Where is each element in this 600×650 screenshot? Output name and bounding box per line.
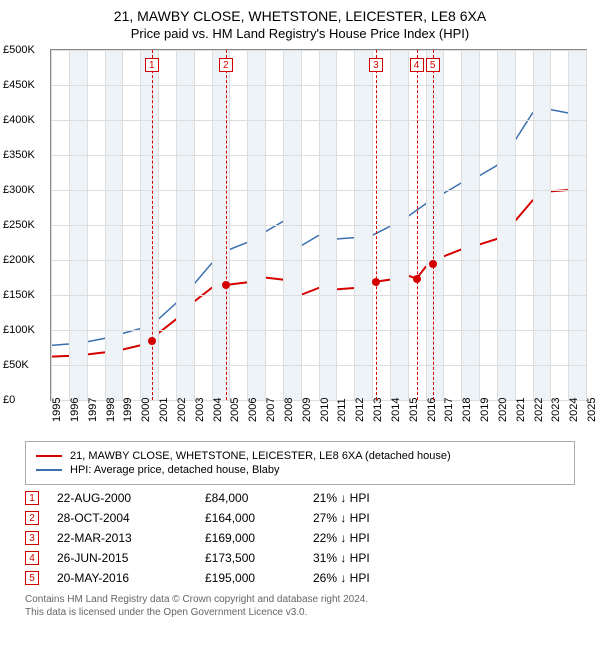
x-axis-label: 2015 [408, 398, 420, 422]
x-axis-label: 2023 [550, 398, 562, 422]
x-axis-label: 2009 [301, 398, 313, 422]
legend-item: HPI: Average price, detached house, Blab… [36, 464, 564, 476]
transaction-row: 426-JUN-2015£173,50031% ↓ HPI [25, 551, 575, 565]
y-axis-label: £150K [3, 289, 35, 301]
marker-2: 2 [219, 58, 233, 72]
x-axis-label: 2010 [319, 398, 331, 422]
footer-line1: Contains HM Land Registry data © Crown c… [25, 593, 575, 606]
transaction-row: 520-MAY-2016£195,00026% ↓ HPI [25, 571, 575, 585]
footer-line2: This data is licensed under the Open Gov… [25, 606, 575, 619]
y-axis-label: £400K [3, 114, 35, 126]
x-axis-label: 2007 [265, 398, 277, 422]
x-axis-label: 1999 [122, 398, 134, 422]
transaction-row: 322-MAR-2013£169,00022% ↓ HPI [25, 531, 575, 545]
x-axis-label: 2020 [497, 398, 509, 422]
x-axis-label: 1998 [105, 398, 117, 422]
y-axis-label: £200K [3, 254, 35, 266]
x-axis-label: 2008 [283, 398, 295, 422]
y-axis-label: £100K [3, 324, 35, 336]
x-axis-label: 2012 [354, 398, 366, 422]
x-axis-label: 2024 [568, 398, 580, 422]
x-axis-label: 2005 [229, 398, 241, 422]
marker-3: 3 [369, 58, 383, 72]
marker-4: 4 [410, 58, 424, 72]
plot-region: £0£50K£100K£150K£200K£250K£300K£350K£400… [50, 49, 587, 401]
y-axis-label: £250K [3, 219, 35, 231]
y-axis-label: £450K [3, 79, 35, 91]
chart-area: £0£50K£100K£150K£200K£250K£300K£350K£400… [50, 49, 585, 429]
footer: Contains HM Land Registry data © Crown c… [25, 593, 575, 619]
chart-subtitle: Price paid vs. HM Land Registry's House … [0, 26, 600, 41]
chart-title: 21, MAWBY CLOSE, WHETSTONE, LEICESTER, L… [0, 8, 600, 24]
x-axis-label: 2014 [390, 398, 402, 422]
legend: 21, MAWBY CLOSE, WHETSTONE, LEICESTER, L… [25, 441, 575, 485]
transactions-table: 122-AUG-2000£84,00021% ↓ HPI 228-OCT-2004… [25, 491, 575, 585]
x-axis-label: 2021 [515, 398, 527, 422]
y-axis-label: £0 [3, 394, 15, 406]
x-axis-label: 2018 [461, 398, 473, 422]
x-axis-label: 2019 [479, 398, 491, 422]
x-axis-label: 2013 [372, 398, 384, 422]
x-axis-label: 2004 [212, 398, 224, 422]
chart-container: 21, MAWBY CLOSE, WHETSTONE, LEICESTER, L… [0, 8, 600, 619]
x-axis-label: 1996 [69, 398, 81, 422]
transaction-row: 122-AUG-2000£84,00021% ↓ HPI [25, 491, 575, 505]
x-axis-label: 2016 [426, 398, 438, 422]
x-axis-label: 2002 [176, 398, 188, 422]
y-axis-label: £350K [3, 149, 35, 161]
x-axis-label: 2000 [140, 398, 152, 422]
x-axis-label: 2006 [247, 398, 259, 422]
x-axis-label: 1997 [87, 398, 99, 422]
x-axis-label: 2003 [194, 398, 206, 422]
x-axis-label: 2001 [158, 398, 170, 422]
legend-item: 21, MAWBY CLOSE, WHETSTONE, LEICESTER, L… [36, 450, 564, 462]
y-axis-label: £500K [3, 44, 35, 56]
x-axis-label: 2025 [586, 398, 598, 422]
x-axis-label: 2017 [443, 398, 455, 422]
x-axis-label: 1995 [51, 398, 63, 422]
marker-5: 5 [426, 58, 440, 72]
transaction-row: 228-OCT-2004£164,00027% ↓ HPI [25, 511, 575, 525]
y-axis-label: £300K [3, 184, 35, 196]
x-axis-label: 2022 [533, 398, 545, 422]
x-axis-label: 2011 [336, 398, 348, 422]
y-axis-label: £50K [3, 359, 29, 371]
marker-1: 1 [145, 58, 159, 72]
